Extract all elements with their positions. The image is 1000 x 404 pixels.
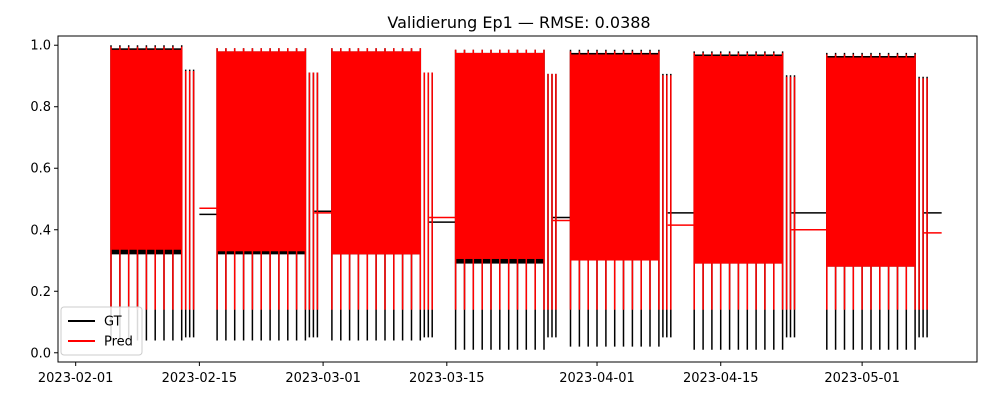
plot-area — [110, 45, 942, 350]
series-pred-spikes-6 — [826, 54, 928, 310]
y-axis: 0.0 0.2 0.4 0.6 0.8 1.0 — [30, 39, 58, 361]
y-tick-label: 0.2 — [30, 285, 51, 300]
x-tick-label: 2023-04-15 — [683, 371, 759, 386]
y-tick-label: 0.0 — [30, 346, 51, 361]
y-tick-label: 0.8 — [30, 100, 51, 115]
y-tick-label: 0.4 — [30, 223, 51, 238]
legend-label-gt: GT — [104, 315, 122, 330]
series-pred-spikes-4 — [569, 51, 672, 310]
x-tick-label: 2023-04-01 — [559, 371, 635, 386]
legend-box — [60, 306, 143, 356]
x-tick-label: 2023-02-15 — [162, 371, 238, 386]
y-tick-label: 1.0 — [30, 39, 51, 54]
series-pred-spikes-5 — [693, 52, 796, 310]
series-pred-spikes-3 — [454, 49, 557, 310]
legend-label-pred: Pred — [104, 335, 133, 350]
x-tick-label: 2023-03-01 — [285, 371, 361, 386]
axes-frame — [57, 35, 978, 363]
x-tick-label: 2023-05-01 — [824, 371, 900, 386]
series-pred-spikes-1 — [216, 48, 319, 310]
x-tick-label: 2023-03-15 — [409, 371, 485, 386]
series-pred — [110, 46, 942, 310]
series-pred-spikes-2 — [331, 48, 433, 310]
y-tick-label: 0.6 — [30, 162, 51, 177]
x-tick-label: 2023-02-01 — [38, 371, 114, 386]
series-pred-spikes-0 — [110, 46, 195, 310]
chart-title: Validierung Ep1 — RMSE: 0.0388 — [387, 13, 650, 32]
x-axis: 2023-02-01 2023-02-15 2023-03-01 2023-03-15… — [38, 362, 900, 386]
legend: GT Pred — [60, 306, 143, 356]
